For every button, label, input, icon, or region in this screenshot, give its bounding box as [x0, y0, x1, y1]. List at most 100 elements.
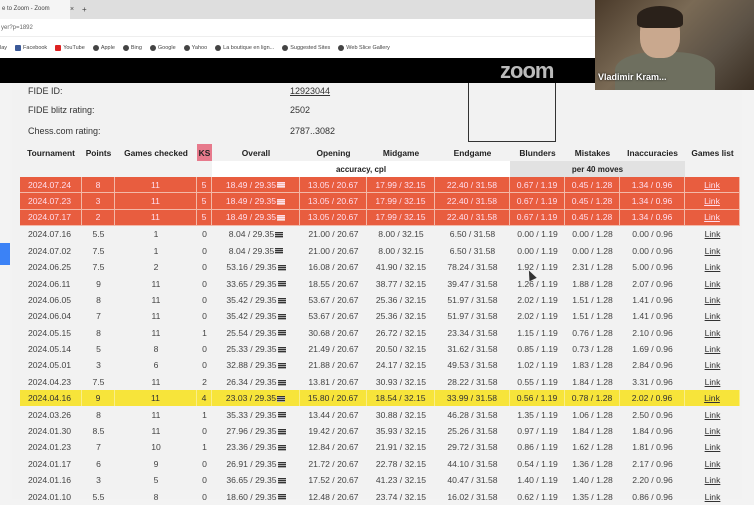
header-points[interactable]: Points [85, 147, 112, 158]
header-mistakes[interactable]: Mistakes [574, 147, 611, 158]
header-overall[interactable]: Overall [241, 147, 271, 158]
bookmark-item[interactable]: lay [0, 45, 7, 51]
games-link[interactable]: Link [704, 426, 721, 437]
bookmark-item[interactable]: Apple [92, 44, 115, 51]
address-bar[interactable]: yer?p=1892 [0, 19, 754, 37]
header-games-checked[interactable]: Games checked [124, 147, 188, 158]
header-ks[interactable]: KS [197, 144, 212, 161]
list-icon[interactable] [277, 396, 286, 402]
bookmark-item[interactable]: Bing [122, 44, 142, 51]
games-link[interactable]: Link [704, 442, 721, 453]
cell-games-list: Link [685, 226, 740, 242]
new-tab-icon[interactable]: + [82, 5, 87, 14]
cell-games-list: Link [685, 308, 740, 324]
bookmark-item[interactable]: YouTube [55, 44, 85, 51]
list-icon[interactable] [277, 412, 286, 419]
endgame-value: 40.47 / 31.58 [447, 475, 498, 486]
bookmark-item[interactable]: La boutique en lign... [215, 44, 274, 51]
list-icon[interactable] [277, 379, 286, 386]
participant-video-tile[interactable]: Vladimir Kram... [595, 0, 754, 90]
games-link[interactable]: Link [704, 376, 721, 387]
games-checked-value: 6 [153, 360, 159, 371]
endgame-value: 28.22 / 31.58 [447, 376, 498, 387]
games-link[interactable]: Link [704, 245, 721, 256]
list-icon[interactable] [277, 215, 286, 222]
list-icon[interactable] [277, 198, 286, 205]
cell-games-checked: 11 [115, 209, 197, 227]
games-link[interactable]: Link [704, 344, 721, 355]
browser-tab[interactable]: e to Zoom - Zoom [0, 0, 70, 19]
games-link[interactable]: Link [704, 294, 721, 305]
list-icon[interactable] [275, 248, 284, 255]
cell-tournament: 2024.01.16 [20, 472, 82, 488]
games-link[interactable]: Link [704, 196, 720, 207]
list-icon[interactable] [277, 461, 286, 468]
list-icon[interactable] [277, 297, 286, 304]
list-icon[interactable] [277, 346, 286, 353]
side-tab[interactable] [0, 243, 10, 265]
bookmark-item[interactable]: Web Slice Gallery [338, 44, 390, 51]
header-games-list[interactable]: Games list [691, 147, 734, 158]
games-link[interactable]: Link [704, 212, 720, 223]
cell-midgame: 25.36 / 32.15 [367, 292, 435, 308]
cell-points: 3 [82, 472, 115, 488]
list-icon[interactable] [277, 477, 286, 484]
list-icon[interactable] [277, 330, 286, 337]
close-tab-icon[interactable]: × [70, 6, 75, 13]
games-link[interactable]: Link [704, 360, 721, 371]
header-opening[interactable]: Opening [316, 147, 351, 158]
games-link[interactable]: Link [704, 475, 721, 486]
cell-mistakes: 0.00 / 1.28 [565, 243, 620, 259]
games-link[interactable]: Link [704, 311, 721, 322]
bookmark-item[interactable]: Google [149, 44, 176, 51]
cell-blunders: 2.02 / 1.19 [510, 292, 565, 308]
list-icon[interactable] [277, 314, 286, 321]
bookmark-item[interactable]: Suggested Sites [282, 44, 330, 51]
header-midgame[interactable]: Midgame [382, 147, 420, 158]
cell-mistakes: 0.45 / 1.28 [565, 193, 620, 210]
endgame-value: 25.26 / 31.58 [447, 426, 498, 437]
cell-games-checked: 1 [115, 243, 197, 259]
bookmark-item[interactable]: Yahoo [183, 44, 207, 51]
games-link[interactable]: Link [704, 262, 721, 273]
list-icon[interactable] [277, 281, 286, 288]
endgame-value: 29.72 / 31.58 [447, 442, 498, 453]
games-link[interactable]: Link [704, 458, 721, 469]
games-link[interactable]: Link [704, 491, 721, 502]
youtube-icon [55, 44, 62, 51]
header-tournament[interactable]: Tournament [27, 147, 75, 158]
blunders-value: 0.55 / 1.19 [517, 376, 558, 387]
header-blunders[interactable]: Blunders [519, 147, 556, 158]
list-icon[interactable] [277, 494, 286, 501]
list-icon[interactable] [277, 264, 286, 271]
mistakes-value: 1.84 / 1.28 [572, 376, 613, 387]
fide-id-link[interactable]: 12923044 [290, 86, 331, 96]
cell-midgame: 23.74 / 32.15 [367, 488, 435, 504]
header-endgame[interactable]: Endgame [453, 147, 492, 158]
games-link[interactable]: Link [704, 229, 721, 240]
cell-opening: 53.67 / 20.67 [300, 308, 367, 324]
cell-blunders: 0.00 / 1.19 [510, 226, 565, 242]
inaccuracies-value: 2.10 / 0.96 [632, 327, 673, 338]
endgame-value: 39.47 / 31.58 [447, 278, 498, 289]
games-link[interactable]: Link [704, 179, 720, 190]
cell-mistakes: 1.88 / 1.28 [565, 275, 620, 291]
list-icon[interactable] [277, 182, 286, 189]
mistakes-value: 1.06 / 1.28 [572, 409, 613, 420]
cell-games-list: Link [685, 472, 740, 488]
participant-shirt [615, 52, 715, 90]
midgame-value: 21.91 / 32.15 [375, 442, 427, 453]
list-icon[interactable] [275, 232, 284, 239]
list-icon[interactable] [277, 445, 286, 452]
games-link[interactable]: Link [704, 327, 721, 338]
bookmark-item[interactable]: Facebook [15, 44, 47, 51]
list-icon[interactable] [277, 428, 286, 435]
overall-value: 26.34 / 29.35 [226, 376, 277, 387]
cell-blunders: 0.86 / 1.19 [510, 439, 565, 455]
list-icon[interactable] [277, 363, 286, 370]
header-inaccuracies[interactable]: Inaccuracies [627, 147, 678, 158]
cell-games-checked: 8 [115, 488, 197, 504]
games-link[interactable]: Link [704, 409, 721, 420]
games-link[interactable]: Link [704, 278, 721, 289]
games-link[interactable]: Link [704, 393, 720, 404]
